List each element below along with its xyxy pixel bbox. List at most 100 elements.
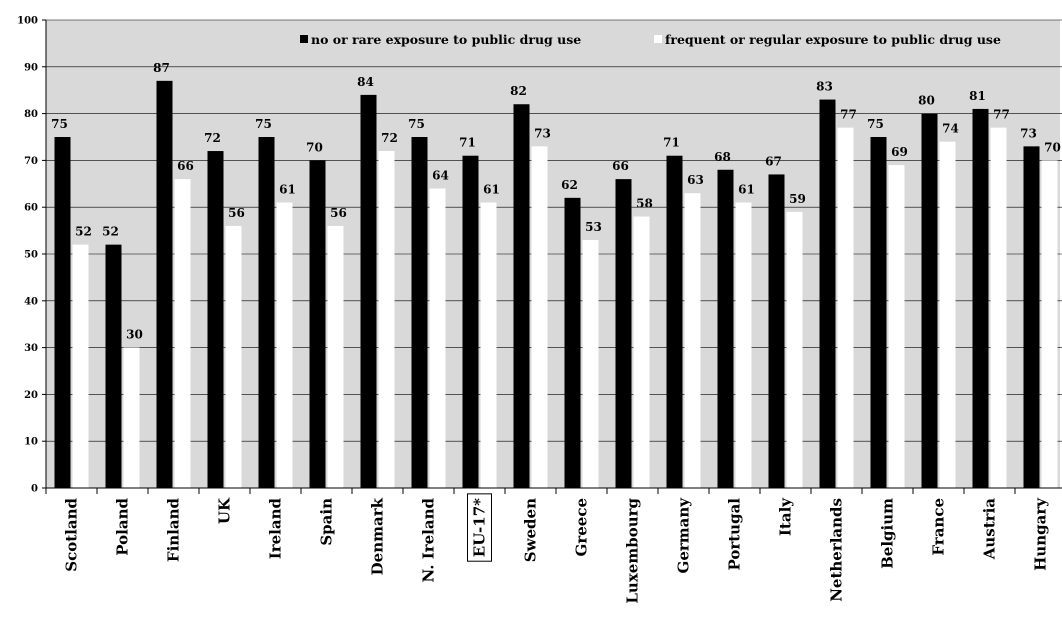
y-tick-label: 30 (24, 343, 38, 354)
data-label-series-2: 72 (381, 131, 398, 145)
bar-series-2 (990, 127, 1007, 488)
data-label-series-1: 75 (867, 117, 884, 131)
axes (42, 19, 1062, 494)
y-tick-label: 100 (17, 16, 38, 27)
bar-series-2 (429, 188, 446, 489)
data-label-series-1: 75 (408, 117, 425, 131)
bar-series-1 (717, 169, 734, 488)
bar-series-1 (207, 151, 224, 489)
bar-series-2 (378, 151, 395, 489)
bar-group (54, 80, 1058, 489)
data-label-series-2: 70 (1044, 140, 1061, 154)
data-label-series-2: 73 (534, 126, 551, 140)
y-tick-label: 10 (24, 437, 38, 448)
data-label-series-2: 77 (993, 108, 1010, 122)
y-tick-label: 20 (24, 390, 38, 401)
bar-series-2 (837, 127, 854, 488)
legend-label-series-1: no or rare exposure to public drug use (311, 32, 581, 47)
legend-swatch-series-1 (300, 35, 308, 43)
bar-series-1 (156, 80, 173, 488)
data-label-series-2: 56 (228, 206, 245, 220)
y-tick-label: 0 (31, 484, 38, 495)
data-label-series-1: 82 (510, 84, 527, 98)
x-category-label: N. Ireland (420, 498, 438, 583)
y-tick-label: 40 (24, 296, 38, 307)
bar-series-2 (480, 202, 497, 488)
data-label-series-1: 68 (714, 150, 731, 164)
data-label-series-1: 62 (561, 178, 578, 192)
bar-series-1 (870, 137, 887, 488)
legend-swatch-series-2 (654, 35, 662, 43)
data-label-series-2: 30 (126, 328, 143, 342)
x-category-label: Luxembourg (624, 497, 642, 603)
data-label-series-2: 61 (738, 183, 755, 197)
data-label-series-2: 69 (891, 145, 908, 159)
bar-series-1 (360, 94, 377, 488)
bar-series-1 (411, 137, 428, 488)
data-label-series-1: 52 (102, 225, 119, 239)
data-label-series-2: 74 (942, 122, 959, 136)
data-label-series-2: 63 (687, 173, 704, 187)
bar-series-2 (174, 179, 191, 488)
data-label-series-1: 75 (51, 117, 68, 131)
value-labels: 75 52 52 30 87 66 72 56 75 61 70 56 84 72 75 64 71 61 82 73… (51, 61, 1061, 342)
bar-series-1 (564, 197, 581, 488)
bar-series-1 (1023, 146, 1040, 489)
x-category-label: Austria (981, 498, 999, 561)
x-category-label: Poland (114, 497, 132, 555)
bar-series-2 (123, 347, 140, 488)
y-tick-label: 80 (24, 109, 38, 120)
bar-series-1 (462, 155, 479, 488)
x-category-label: Greece (573, 498, 591, 556)
legend-label-series-2: frequent or regular exposure to public d… (665, 32, 1001, 47)
data-label-series-2: 61 (483, 183, 500, 197)
data-label-series-1: 72 (204, 131, 221, 145)
data-label-series-2: 58 (636, 197, 653, 211)
data-label-series-2: 56 (330, 206, 347, 220)
bar-series-1 (666, 155, 683, 488)
bar-series-1 (768, 174, 785, 488)
x-category-label: Sweden (522, 498, 540, 562)
bar-series-1 (972, 108, 989, 489)
data-label-series-1: 71 (459, 136, 476, 150)
bar-series-2 (225, 225, 242, 489)
bar-series-2 (531, 146, 548, 489)
x-category-label: Belgium (879, 498, 897, 569)
bar-series-1 (819, 99, 836, 488)
bar-series-2 (276, 202, 293, 488)
x-category-label: Italy (777, 497, 795, 536)
x-category-label: France (930, 498, 948, 556)
data-label-series-2: 53 (585, 220, 602, 234)
bar-series-1 (513, 104, 530, 489)
x-category-label: Scotland (63, 497, 81, 571)
data-label-series-2: 59 (789, 192, 806, 206)
bar-series-1 (258, 137, 275, 488)
bar-series-2 (582, 239, 599, 488)
data-label-series-2: 52 (75, 225, 92, 239)
x-category-label: EU-17* (471, 498, 489, 557)
y-tick-label: 70 (24, 156, 38, 167)
x-category-label: Finland (165, 498, 183, 563)
data-label-series-1: 84 (357, 75, 374, 89)
x-category-label: Netherlands (828, 498, 846, 602)
data-label-series-1: 83 (816, 80, 833, 94)
data-label-series-1: 87 (153, 61, 170, 75)
bar-series-2 (327, 225, 344, 489)
x-category-label: Germany (675, 497, 693, 574)
data-label-series-2: 64 (432, 168, 449, 182)
data-label-series-1: 73 (1020, 126, 1037, 140)
highlight-box (467, 493, 492, 562)
y-tick-label: 60 (24, 203, 38, 214)
y-tick-label: 50 (24, 250, 38, 261)
x-category-label: Denmark (369, 497, 387, 575)
x-tick-labels: Scotland Poland Finland UK Ireland Spain Denma… (63, 493, 1050, 604)
y-tick-label: 90 (24, 62, 38, 73)
bar-series-2 (786, 211, 803, 488)
data-label-series-1: 71 (663, 136, 680, 150)
bar-series-1 (105, 244, 122, 488)
bar-series-2 (633, 216, 650, 488)
bar-series-2 (1041, 160, 1058, 488)
bar-series-1 (921, 113, 938, 488)
data-label-series-1: 81 (969, 89, 986, 103)
